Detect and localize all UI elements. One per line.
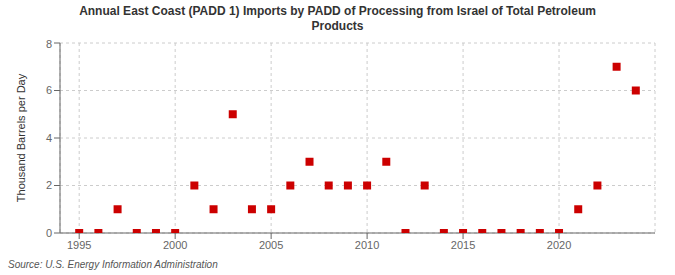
svg-text:4: 4	[46, 132, 52, 144]
svg-text:0: 0	[46, 227, 52, 239]
svg-text:2: 2	[46, 179, 52, 191]
svg-text:8: 8	[46, 38, 52, 50]
svg-text:2015: 2015	[451, 239, 475, 251]
svg-text:Thousand Barrels per Day: Thousand Barrels per Day	[15, 73, 27, 202]
html-text:Annual East Coast (PADD 1) Imp: Annual East Coast (PADD 1) Imports by PA…	[79, 4, 596, 33]
svg-text:2010: 2010	[355, 239, 379, 251]
svg-text:1995: 1995	[67, 239, 91, 251]
svg-text:2000: 2000	[163, 239, 187, 251]
html-text:Source: U.S. Energy Informatio: Source: U.S. Energy Information Administ…	[8, 259, 218, 270]
svg-text:2020: 2020	[547, 239, 571, 251]
svg-text:2005: 2005	[259, 239, 283, 251]
svg-text:6: 6	[46, 84, 52, 96]
